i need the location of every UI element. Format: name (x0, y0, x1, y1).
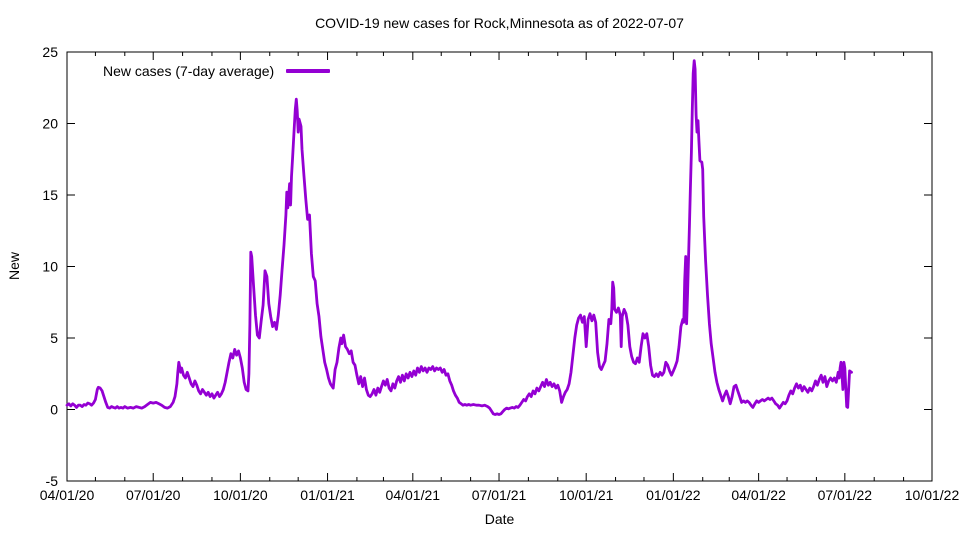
x-tick-label: 07/01/21 (472, 487, 527, 503)
y-tick-label: 25 (42, 44, 58, 60)
y-tick-label: 20 (42, 116, 58, 132)
x-tick-label: 04/01/21 (386, 487, 441, 503)
y-tick-label: -5 (46, 473, 59, 489)
x-tick-label: 07/01/22 (818, 487, 873, 503)
y-tick-label: 10 (42, 259, 58, 275)
x-tick-label: 04/01/22 (731, 487, 786, 503)
x-tick-label: 10/01/21 (559, 487, 614, 503)
y-tick-label: 0 (50, 402, 58, 418)
x-tick-label: 01/01/21 (300, 487, 355, 503)
x-tick-label: 04/01/20 (40, 487, 95, 503)
x-tick-label: 01/01/22 (646, 487, 701, 503)
legend-label: New cases (7-day average) (103, 63, 275, 79)
x-tick-label: 07/01/20 (126, 487, 181, 503)
x-tick-label: 10/01/20 (213, 487, 268, 503)
legend: New cases (7-day average) (103, 63, 331, 79)
y-tick-label: 5 (50, 330, 58, 346)
y-tick-label: 15 (42, 187, 58, 203)
chart-title: COVID-19 new cases for Rock,Minnesota as… (315, 15, 684, 31)
plot-border (66, 51, 933, 482)
legend-line-sample (286, 69, 331, 73)
x-tick-label: 10/01/22 (905, 487, 960, 503)
x-axis-label: Date (484, 511, 515, 527)
series-line (65, 59, 853, 416)
